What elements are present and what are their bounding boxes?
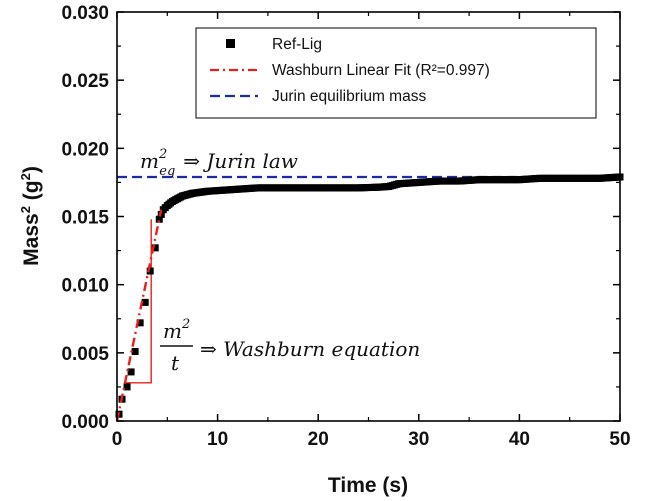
annotation-washburn-numerator: m2 [163,317,190,343]
y-axis-title-unit-sup: 2 [18,173,33,180]
y-tick-label: 0.015 [61,208,109,229]
x-tick-label: 50 [609,429,630,450]
x-tick-label: 20 [308,429,329,450]
ref-lig-point [123,383,131,391]
annotation-jurin-text: ⇒ Jurin law [183,149,298,173]
ref-lig-point-dense [222,186,230,194]
ref-lig-point [136,319,144,327]
annotation-washburn-text: ⇒ Washburn equation [200,337,420,361]
ref-lig-point-dense [161,204,169,212]
y-tick-label: 0.000 [61,412,109,433]
x-tick-label: 30 [408,429,429,450]
y-tick-label: 0.010 [61,276,109,297]
ref-lig-point-dense [473,176,481,184]
annotation-jurin: m2 eq ⇒ Jurin law [140,147,298,179]
ticks-layer: 0 10 20 30 40 50 0.000 0.005 0.010 0.015 0.020 0.02… [61,3,630,450]
legend-label-ref-lig: Ref-Lig [272,36,322,53]
annotation-jurin-sup: 2 [158,147,167,162]
x-tick-label: 10 [207,429,228,450]
legend-label-washburn-fit: Washburn Linear Fit (R²=0.997) [272,62,490,79]
legend-label-jurin: Jurin equilibrium mass [272,88,426,105]
annotation-jurin-m: m [140,149,159,173]
ref-lig-point-dense [202,188,210,196]
ref-lig-point-dense [453,177,461,185]
ref-lig-point-dense [614,173,622,181]
x-tick-label: 40 [509,429,530,450]
legend-box [195,27,597,119]
legend-marker-ref-lig [226,39,235,48]
y-tick-label: 0.020 [61,139,109,160]
ref-lig-point-dense [594,174,602,182]
legend: Ref-Lig Washburn Linear Fit (R²=0.997) J… [195,27,597,119]
ref-lig-point-dense [292,184,300,192]
x-tick-label: 0 [112,429,123,450]
ref-lig-point-dense [383,183,391,191]
ref-lig-point-dense [352,184,360,192]
ref-lig-point-dense [212,187,220,195]
ref-lig-point-dense [272,184,280,192]
annotation-washburn-m: m [163,319,182,343]
ref-lig-point [127,368,135,376]
ref-lig-point-dense [433,177,441,185]
annotation-washburn: m2 t ⇒ Washburn equation [160,317,420,375]
ref-lig-point-dense [534,174,542,182]
y-axis-title-unit-close: ) [20,166,43,173]
ref-lig-point [146,267,154,275]
ref-lig-point [141,298,149,306]
ref-lig-point-dense [554,174,562,182]
ref-lig-point-dense [312,184,320,192]
x-axis-title: Time (s) [328,474,408,497]
ref-lig-point [151,244,159,252]
ref-lig-point-dense [232,185,240,193]
ref-lig-point-dense [493,176,501,184]
y-axis-title-sup: 2 [18,206,33,213]
y-tick-label: 0.005 [61,344,109,365]
annotation-washburn-m-sup: 2 [181,317,190,332]
annotation-jurin-sub: eq [159,164,175,179]
annotation-washburn-denominator: t [171,351,180,375]
ref-lig-point [131,347,139,355]
ref-lig-point-dense [574,174,582,182]
y-axis-title-unit: (g [20,180,43,206]
series-layer [115,173,624,422]
y-tick-label: 0.025 [61,71,109,92]
ref-lig-point-dense [252,184,260,192]
y-axis-title: Mass2 (g2) [18,166,43,266]
ref-lig-point-dense [513,176,521,184]
washburn-fit-line [115,209,163,422]
ref-lig-point-dense [373,183,381,191]
y-tick-label: 0.030 [61,3,109,24]
ref-lig-point-dense [393,180,401,188]
ref-lig-point [155,215,163,223]
y-axis-title-main: Mass [20,213,43,266]
ref-lig-point-dense [413,179,421,187]
ref-lig-point-dense [332,184,340,192]
